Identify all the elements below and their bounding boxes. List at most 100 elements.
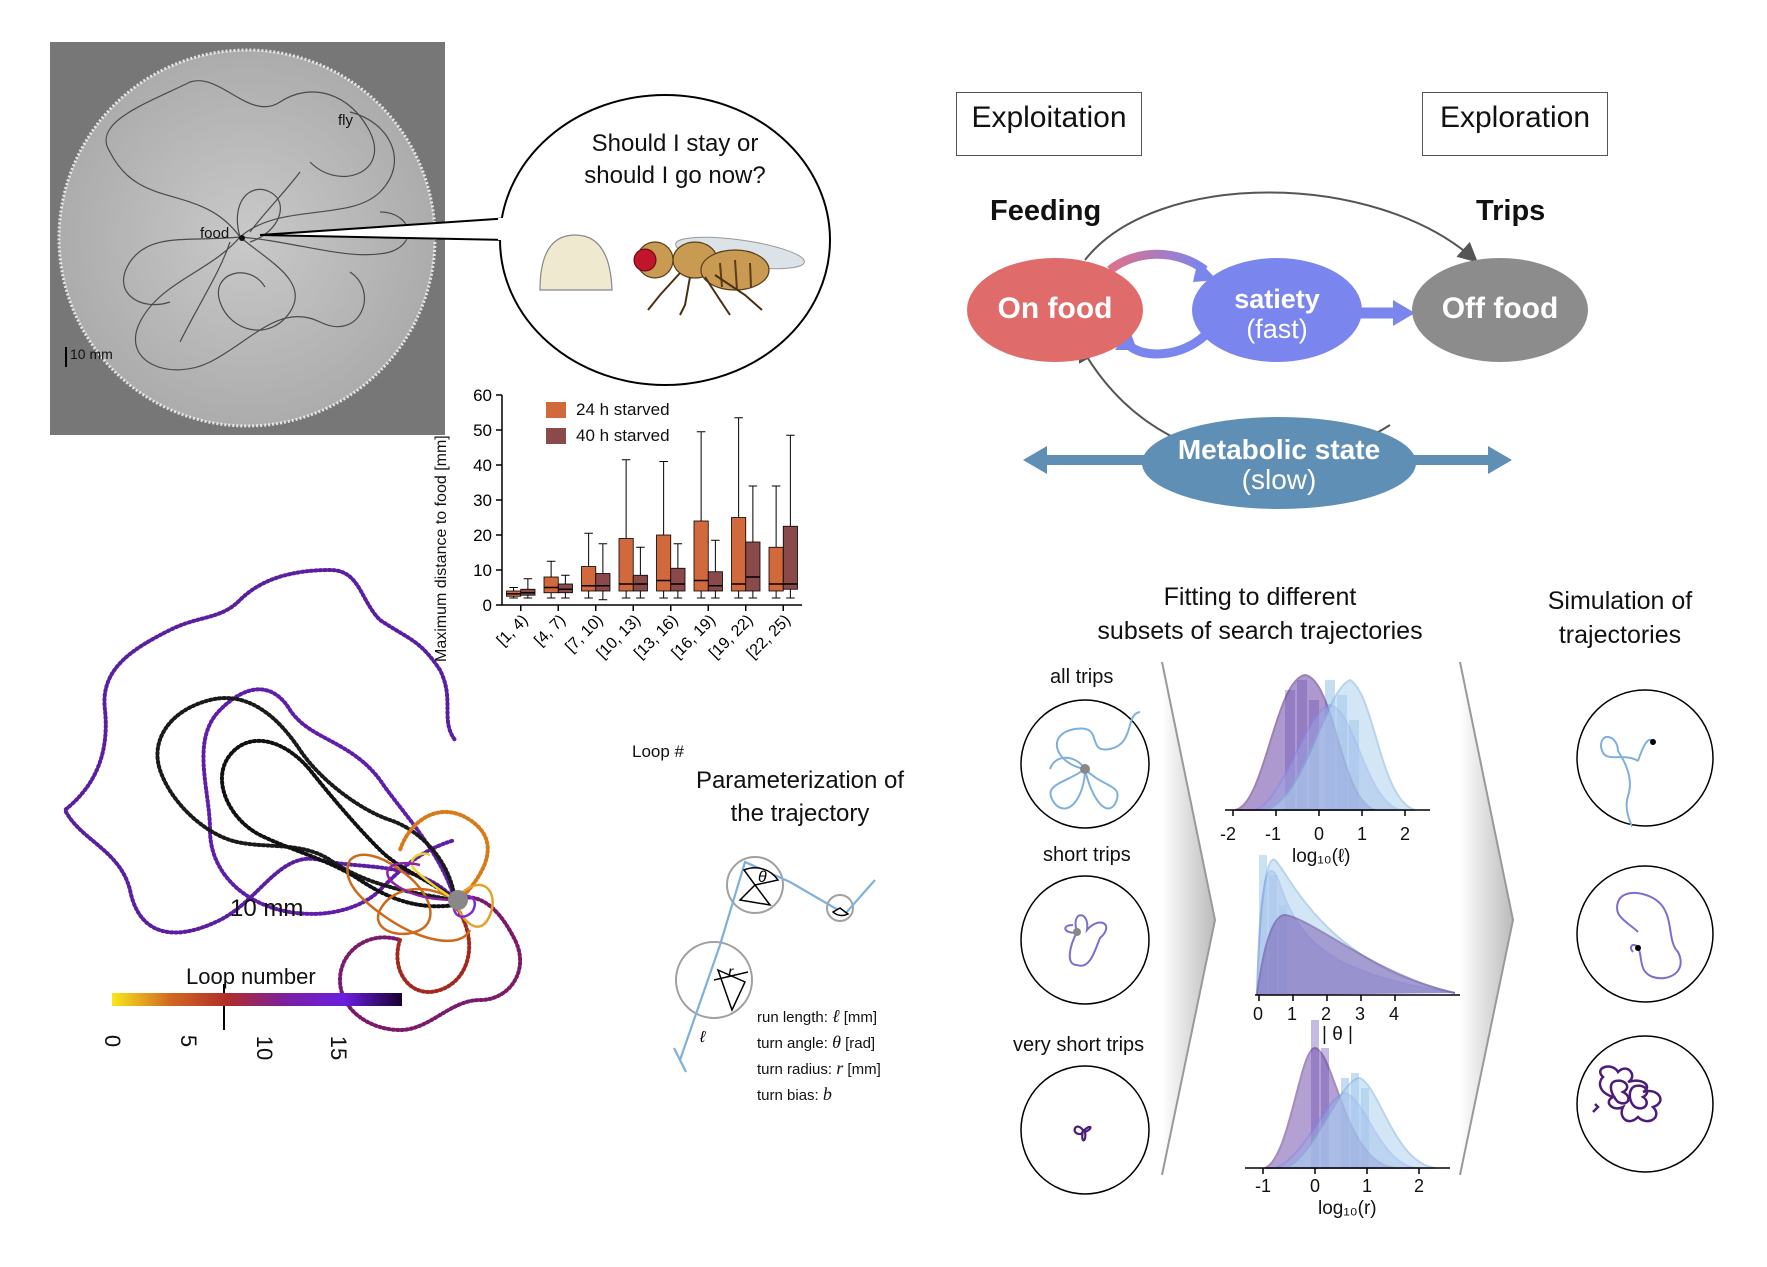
tick-label: 4 <box>1389 1004 1400 1024</box>
colorbar-tick: 0 <box>100 1034 126 1048</box>
satiety-label: satiety <box>1234 284 1320 314</box>
speech-line2: should I go now? <box>584 162 766 189</box>
off-food-node <box>1412 258 1588 362</box>
loop-path <box>386 861 456 902</box>
loop-path <box>395 903 472 994</box>
param-row-unit: [rad] <box>845 1035 876 1052</box>
box <box>693 520 709 592</box>
hist3-xlabel: log₁₀(r) <box>1318 1198 1377 1219</box>
fitting-title: Fitting to different subsets of search t… <box>1050 580 1470 648</box>
all-trips-circle <box>1020 699 1150 829</box>
param-title: Parameterization of the trajectory <box>670 764 930 830</box>
arena-tracks <box>105 80 409 371</box>
y-tick-label: 40 <box>473 456 492 475</box>
loop-path <box>398 809 490 907</box>
param-row-label: turn bias: <box>757 1087 819 1104</box>
loop-path <box>155 696 457 902</box>
box <box>618 538 634 592</box>
loop-path <box>410 852 456 902</box>
tick-label: 2 <box>1414 1176 1425 1196</box>
param-row-label: run length: <box>757 1009 828 1026</box>
food-label: food <box>200 225 230 242</box>
param-row-label: turn angle: <box>757 1035 828 1052</box>
param-row: turn radius: r [mm] <box>757 1056 881 1082</box>
tick-label: 2 <box>1321 1004 1332 1024</box>
feeding-heading: Feeding <box>990 195 1102 227</box>
y-tick-label: 50 <box>473 421 492 440</box>
exploitation-box: Exploitation <box>956 92 1142 156</box>
legend-label-24h: 24 h starved <box>576 400 670 419</box>
simulation-title-line2: trajectories <box>1558 621 1682 649</box>
tick-label: 0 <box>1253 1004 1264 1024</box>
box <box>745 541 761 592</box>
legend-swatch-24h <box>546 402 566 418</box>
tick-label: -2 <box>1220 824 1237 844</box>
box <box>670 567 686 592</box>
off-food-label: Off food <box>1441 292 1559 325</box>
tick-label: -1 <box>1255 1176 1272 1196</box>
legend-swatch-40h <box>546 428 566 444</box>
hist3-ticks: -1 0 1 2 <box>1255 1176 1465 1198</box>
param-row-symbol: r <box>836 1058 844 1078</box>
loop-trajectory <box>62 567 522 1033</box>
param-row-symbol: θ <box>832 1032 841 1052</box>
on-food-node <box>967 258 1143 362</box>
param-theta-symbol: θ <box>758 869 767 886</box>
chevron-2 <box>1459 661 1515 1176</box>
sim-circle-3 <box>1576 1035 1714 1173</box>
satiety-node <box>1192 258 1362 362</box>
fly-icon <box>633 236 805 316</box>
box <box>782 525 798 590</box>
tick-label: 1 <box>1287 1004 1298 1024</box>
exploration-box: Exploration <box>1422 92 1608 156</box>
tick-label: 0 <box>1314 824 1325 844</box>
metabolic-text: Metabolic state (slow) <box>1142 435 1416 495</box>
fly-label: fly <box>338 112 353 129</box>
y-tick-label: 0 <box>483 596 492 615</box>
metabolic-label: Metabolic state <box>1177 434 1381 465</box>
short-trips-circle <box>1020 875 1150 1005</box>
hist2-ticks: 0 1 2 3 4 <box>1253 1004 1463 1026</box>
tick-label: 0 <box>1310 1176 1321 1196</box>
hist1-ticks: -2 -1 0 1 2 <box>1220 824 1440 846</box>
param-title-line2: the trajectory <box>730 800 870 827</box>
legend-item-24h: 24 h starved <box>546 400 670 420</box>
colorbar <box>112 993 402 1006</box>
sim-circle-1 <box>1576 689 1714 827</box>
y-tick-label: 60 <box>473 386 492 405</box>
colorbar-tick: 5 <box>176 1034 202 1048</box>
hist-turn-radius <box>1245 1020 1450 1174</box>
param-row-unit: [mm] <box>843 1009 878 1026</box>
satiety-text: satiety (fast) <box>1192 284 1362 344</box>
box <box>707 571 723 592</box>
boxplot-legend: 24 h starved 40 h starved <box>546 400 670 446</box>
satiety-sublabel: (fast) <box>1246 314 1308 344</box>
fly-illustration <box>539 234 805 316</box>
arrow-on-to-off <box>1084 191 1478 263</box>
tick-label: 3 <box>1355 1004 1366 1024</box>
loop-path <box>219 738 457 909</box>
tick-label: -1 <box>1265 824 1282 844</box>
sim-circle-2 <box>1576 865 1714 1003</box>
legend-label-40h: 40 h starved <box>576 426 670 445</box>
loop-path <box>62 567 457 935</box>
colorbar-tick: 15 <box>326 1035 352 1061</box>
food-marker <box>448 890 468 910</box>
chevron-1 <box>1161 661 1217 1176</box>
param-row-symbol: b <box>822 1084 832 1104</box>
arena-svg <box>50 42 445 435</box>
param-ell-symbol: ℓ <box>699 1029 706 1046</box>
legend-item-40h: 40 h starved <box>546 426 670 446</box>
loop-path <box>201 687 457 916</box>
tick-label: 1 <box>1357 824 1368 844</box>
box <box>731 517 747 592</box>
label-very-short-trips: very short trips <box>1013 1034 1145 1056</box>
box <box>632 574 648 592</box>
y-tick-label: 20 <box>473 526 492 545</box>
simulation-title: Simulation of trajectories <box>1505 584 1735 652</box>
param-title-line1: Parameterization of <box>695 767 905 794</box>
colorbar-tick: 10 <box>252 1035 278 1061</box>
fitting-title-line1: Fitting to different <box>1163 583 1357 611</box>
very-short-trips-circle <box>1020 1065 1150 1195</box>
